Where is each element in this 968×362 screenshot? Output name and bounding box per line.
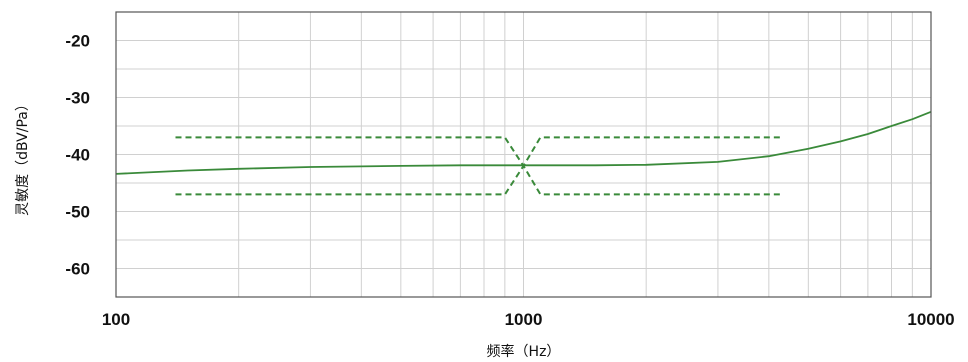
y-tick-label: -20 <box>65 32 90 51</box>
grid-lines <box>116 12 931 297</box>
y-tick-label: -60 <box>65 260 90 279</box>
x-tick-labels: 100 1000 10000 <box>102 310 955 329</box>
series-lines <box>115 110 932 196</box>
y-tick-labels: -20 -30 -40 -50 -60 <box>65 32 90 279</box>
x-axis-title: 频率（Hz） <box>487 343 561 360</box>
y-tick-label: -40 <box>65 146 90 165</box>
tolerance-limit-line <box>175 136 782 167</box>
y-axis-title: 灵敏度（dBV/Pa） <box>15 97 31 216</box>
x-tick-label: 1000 <box>505 310 543 329</box>
y-tick-label: -50 <box>65 203 90 222</box>
x-tick-label: 100 <box>102 310 130 329</box>
sensitivity-curve <box>115 110 932 175</box>
y-tick-label: -30 <box>65 89 90 108</box>
x-tick-label: 10000 <box>907 310 954 329</box>
tolerance-limit-line <box>175 164 782 196</box>
plot-frame <box>115 11 932 298</box>
